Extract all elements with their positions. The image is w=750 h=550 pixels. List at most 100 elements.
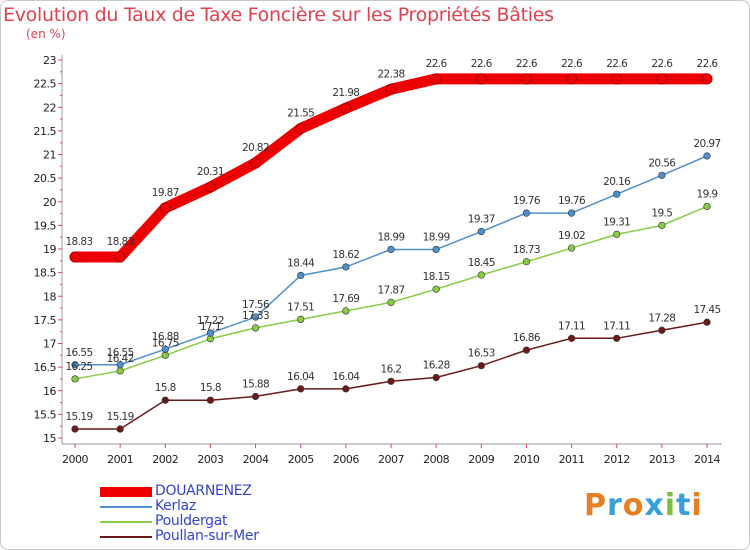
x-tick-label: 2011 [559, 453, 585, 466]
legend-label-douarnenez: DOUARNENEZ [155, 483, 252, 499]
data-label-douarnenez: 22.6 [426, 58, 448, 70]
data-label-poullan-sur-mer: 16.86 [513, 332, 541, 344]
x-tick-label: 2008 [423, 453, 449, 466]
data-label-poullan-sur-mer: 15.8 [155, 382, 176, 394]
data-label-poullan-sur-mer: 16.2 [381, 363, 402, 375]
data-point-pouldergat [71, 375, 79, 383]
data-point-douarnenez [250, 157, 262, 169]
proxiti-logo: Proxiti [584, 488, 703, 523]
data-label-poullan-sur-mer: 15.88 [242, 378, 269, 390]
data-point-pouldergat [387, 298, 395, 306]
data-label-poullan-sur-mer: 16.04 [332, 371, 360, 383]
y-tick-label: 17 [43, 338, 56, 351]
data-label-poullan-sur-mer: 16.28 [423, 360, 450, 372]
x-tick-label: 2004 [243, 453, 269, 466]
data-point-douarnenez [340, 102, 352, 114]
data-label-douarnenez: 22.6 [516, 58, 538, 70]
data-point-poullan-sur-mer [206, 396, 215, 404]
legend-swatch-poullan-sur-mer [100, 536, 152, 538]
chart-title: Evolution du Taux de Taxe Foncière sur l… [3, 4, 554, 26]
data-labels: 15.19 15.19 15.8 15.8 15.88 16.04 16.04 16.2 16.… [65, 58, 721, 423]
data-point-poullan-sur-mer [116, 425, 124, 433]
y-tick-label: 15 [43, 432, 56, 445]
data-point-kerlaz [703, 152, 711, 160]
y-tick-label: 20.5 [34, 172, 57, 185]
legend-swatch-kerlaz [100, 506, 152, 508]
data-point-kerlaz [342, 263, 350, 271]
data-label-pouldergat: 17.51 [287, 301, 314, 313]
data-point-douarnenez [204, 181, 216, 193]
data-point-poullan-sur-mer [522, 346, 531, 354]
x-tick-label: 2014 [694, 453, 720, 466]
data-label-pouldergat: 19.31 [603, 216, 630, 228]
data-point-kerlaz [432, 245, 440, 254]
data-point-kerlaz [116, 361, 124, 369]
data-label-douarnenez: 19.87 [152, 187, 179, 199]
data-point-kerlaz [297, 271, 305, 280]
data-label-kerlaz: 17.56 [242, 299, 270, 311]
data-point-pouldergat [658, 221, 666, 229]
data-point-kerlaz [477, 227, 485, 236]
data-point-poullan-sur-mer [567, 334, 576, 342]
y-tick-label: 19.5 [34, 219, 57, 232]
x-tick-label: 2013 [649, 453, 675, 466]
data-point-pouldergat [342, 307, 350, 315]
data-point-poullan-sur-mer [432, 373, 440, 382]
y-tick-label: 22.5 [34, 78, 57, 91]
data-label-pouldergat: 17.69 [332, 293, 359, 305]
data-label-pouldergat: 17.1 [200, 321, 221, 333]
x-tick-label: 2007 [378, 453, 404, 466]
legend-swatch-douarnenez [100, 487, 152, 497]
data-label-kerlaz: 19.76 [513, 195, 541, 207]
y-tick-label: 20 [43, 196, 56, 209]
data-label-poullan-sur-mer: 17.11 [558, 320, 585, 332]
data-point-kerlaz [161, 345, 169, 353]
data-point-poullan-sur-mer [477, 362, 485, 370]
data-label-pouldergat: 18.15 [423, 271, 450, 283]
data-point-poullan-sur-mer [703, 318, 711, 326]
data-point-douarnenez [114, 251, 126, 263]
data-label-poullan-sur-mer: 17.11 [603, 320, 630, 332]
y-tick-label: 18.5 [34, 267, 57, 280]
data-point-pouldergat [161, 351, 169, 359]
data-point-kerlaz [658, 171, 666, 179]
data-label-kerlaz: 16.55 [65, 347, 92, 359]
y-tick-label: 17.5 [34, 314, 57, 327]
y-tick-label: 16.5 [34, 361, 57, 374]
data-label-douarnenez: 21.55 [287, 108, 314, 120]
data-point-poullan-sur-mer [297, 385, 305, 393]
data-point-pouldergat [613, 230, 621, 238]
data-label-douarnenez: 20.82 [242, 142, 269, 154]
data-point-poullan-sur-mer [251, 392, 260, 401]
y-tick-label: 21 [43, 149, 56, 162]
data-point-douarnenez [611, 73, 623, 85]
data-label-pouldergat: 16.75 [152, 337, 179, 349]
y-tick-label: 16 [43, 385, 56, 398]
y-tick-label: 22 [43, 101, 56, 114]
data-label-douarnenez: 22.6 [697, 58, 719, 70]
x-tick-label: 2012 [604, 453, 630, 466]
x-tick-label: 2002 [152, 453, 178, 466]
data-label-poullan-sur-mer: 17.28 [648, 312, 675, 324]
data-point-douarnenez [520, 73, 532, 85]
data-point-kerlaz [206, 329, 215, 337]
data-point-douarnenez [656, 73, 668, 85]
data-label-kerlaz: 16.88 [152, 331, 179, 343]
data-point-douarnenez [295, 123, 307, 135]
data-point-pouldergat [116, 367, 124, 375]
x-tick-label: 2009 [468, 453, 494, 466]
data-point-pouldergat [567, 244, 576, 252]
data-label-pouldergat: 16.25 [65, 361, 92, 373]
x-tick-label: 2005 [288, 453, 314, 466]
data-label-pouldergat: 16.42 [107, 353, 134, 365]
data-label-pouldergat: 19.9 [697, 188, 718, 200]
legend-swatch-pouldergat [100, 521, 152, 523]
data-label-poullan-sur-mer: 15.19 [107, 411, 134, 423]
data-label-kerlaz: 18.62 [332, 249, 359, 261]
data-point-douarnenez [701, 73, 713, 85]
y-tick-label: 18 [43, 290, 56, 303]
data-point-pouldergat [477, 271, 485, 279]
data-point-poullan-sur-mer [342, 385, 350, 393]
y-tick-label: 15.5 [34, 408, 57, 421]
data-point-pouldergat [703, 202, 711, 211]
